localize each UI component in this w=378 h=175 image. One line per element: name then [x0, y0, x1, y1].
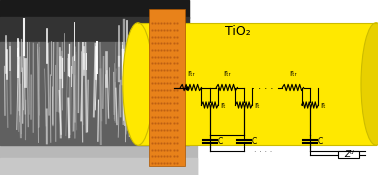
Text: TiO₂: TiO₂: [225, 25, 251, 38]
Ellipse shape: [361, 23, 378, 145]
Text: C: C: [251, 137, 257, 146]
Text: rₜᵣ: rₜᵣ: [187, 69, 195, 78]
Bar: [138, 23, 376, 145]
Bar: [0, 18, 189, 42]
Bar: [338, 151, 359, 158]
Bar: [0, 0, 189, 18]
Bar: [0, 145, 197, 175]
Text: . . . .: . . . .: [254, 145, 272, 154]
Text: rₜ: rₜ: [320, 100, 326, 110]
Bar: [0, 158, 197, 175]
Text: rₜ: rₜ: [220, 100, 226, 110]
Bar: [0, 42, 189, 145]
Text: C: C: [217, 137, 223, 146]
Text: rₜ: rₜ: [254, 100, 260, 110]
Text: rₜᵣ: rₜᵣ: [289, 69, 297, 78]
Text: C: C: [318, 137, 323, 146]
Text: rₜᵣ: rₜᵣ: [223, 69, 231, 78]
Bar: [149, 9, 185, 166]
Text: Zᵈ: Zᵈ: [344, 150, 353, 159]
Ellipse shape: [123, 23, 153, 145]
Bar: [0, 0, 189, 175]
Text: . . . .: . . . .: [252, 81, 273, 91]
